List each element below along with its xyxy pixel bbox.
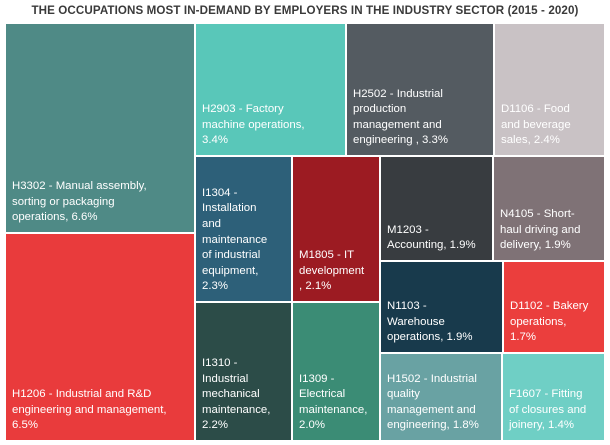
tile-label: M1805 - IT development, 2.1% <box>299 249 365 293</box>
treemap-tile-n1103: N1103 - Warehouse operations, 1.9% <box>380 261 503 353</box>
treemap-tile-h3302: H3302 - Manual assembly, sorting or packa… <box>5 23 195 233</box>
treemap-tile-h2502: H2502 - Industrial production management a… <box>346 23 494 156</box>
treemap-tile-m1805: M1805 - IT development, 2.1% <box>292 156 380 302</box>
tile-label: D1102 - Bakery operations, 1.7% <box>510 300 589 344</box>
treemap-tile-d1102: D1102 - Bakery operations, 1.7% <box>503 261 605 353</box>
tile-label: N1103 - Warehouse operations, 1.9% <box>387 300 473 344</box>
treemap-tile-m1203: M1203 - Accounting, 1.9% <box>380 156 493 261</box>
chart-title: THE OCCUPATIONS MOST IN-DEMAND BY EMPLOY… <box>31 4 579 17</box>
tile-label: M1203 - Accounting, 1.9% <box>387 223 476 252</box>
treemap-tile-i1304: I1304 - Installation and maintenance of indu… <box>195 156 292 302</box>
treemap-tile-i1309: I1309 - Electrical maintenance, 2.0% <box>292 302 380 441</box>
treemap-tile-f1607: F1607 - Fitting of closures and joinery, 1… <box>502 353 605 441</box>
treemap-tile-h2903: H2903 - Factory machine operations, 3.4% <box>195 23 346 156</box>
tile-label: I1309 - Electrical maintenance, 2.0% <box>299 372 368 432</box>
tile-label: N4105 - Short-haul driving and delivery, … <box>500 208 581 252</box>
tile-label: D1106 - Food and beverage sales, 2.4% <box>501 103 571 147</box>
tile-label: F1607 - Fitting of closures and joinery, 1… <box>509 388 587 432</box>
tile-label: I1310 - Industrial mechanical maintenance, 2… <box>202 357 271 432</box>
tile-label: H3302 - Manual assembly, sorting or packa… <box>12 180 147 224</box>
treemap-tile-n4105: N4105 - Short-haul driving and delivery, … <box>493 156 605 261</box>
treemap: H3302 - Manual assembly, sorting or packa… <box>5 23 605 441</box>
tile-label: H2903 - Factory machine operations, 3.4% <box>202 103 305 147</box>
treemap-tile-h1206: H1206 - Industrial and R&D engineering an… <box>5 233 195 441</box>
treemap-tile-h1502: H1502 - Industrial quality management and e… <box>380 353 502 441</box>
tile-label: H1206 - Industrial and R&D engineering an… <box>12 388 167 432</box>
tile-label: I1304 - Installation and maintenance of indu… <box>202 186 268 293</box>
tile-label: H1502 - Industrial quality management and e… <box>387 372 479 432</box>
treemap-tile-i1310: I1310 - Industrial mechanical maintenance, 2… <box>195 302 292 441</box>
treemap-tile-d1106: D1106 - Food and beverage sales, 2.4% <box>494 23 605 156</box>
tile-label: H2502 - Industrial production management a… <box>353 87 448 147</box>
